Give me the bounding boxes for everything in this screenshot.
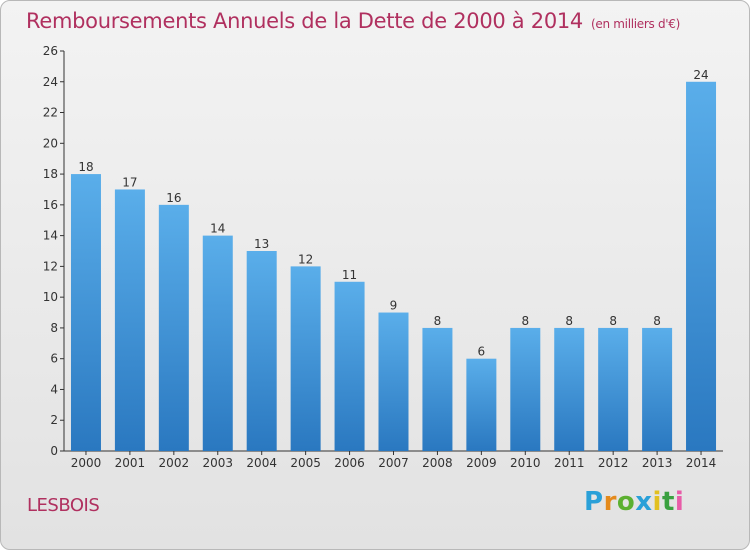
value-label-2007: 9 (390, 299, 398, 313)
x-tick-label-2008: 2008 (422, 456, 453, 470)
logo-letter: t (661, 487, 675, 517)
x-tick-label-2014: 2014 (686, 456, 717, 470)
bar-2010 (510, 327, 541, 451)
logo-letter: x (635, 487, 653, 517)
value-label-2003: 14 (210, 222, 225, 236)
value-label-2008: 8 (434, 314, 442, 328)
y-tick-label-0: 0 (50, 444, 58, 458)
chart-title: Remboursements Annuels de la Dette de 20… (26, 9, 680, 33)
bar-2006 (334, 281, 365, 451)
y-tick-label-10: 10 (43, 290, 58, 304)
x-tick-label-2007: 2007 (378, 456, 409, 470)
y-tick-label-2: 2 (50, 413, 58, 427)
value-label-2004: 13 (254, 237, 269, 251)
proxiti-logo: Proxiti (584, 487, 684, 517)
x-tick-label-2005: 2005 (290, 456, 321, 470)
logo-letter: r (603, 487, 617, 517)
y-tick-label-12: 12 (43, 259, 58, 273)
value-label-2000: 18 (78, 160, 93, 174)
x-tick-label-2011: 2011 (554, 456, 585, 470)
y-tick-label-20: 20 (43, 136, 58, 150)
value-label-2014: 24 (693, 68, 708, 82)
y-tick-label-18: 18 (43, 167, 58, 181)
bar-2007 (378, 312, 409, 451)
x-tick-label-2004: 2004 (246, 456, 277, 470)
y-tick-label-26: 26 (43, 44, 58, 58)
chart-title-text: Remboursements Annuels de la Dette de 20… (26, 9, 583, 33)
value-label-2006: 11 (342, 268, 357, 282)
y-tick-label-24: 24 (43, 75, 58, 89)
commune-name: LESBOIS (27, 495, 100, 516)
y-tick-label-8: 8 (50, 321, 58, 335)
bar-2012 (598, 327, 629, 451)
y-tick-label-22: 22 (43, 106, 58, 120)
value-label-2013: 8 (653, 314, 661, 328)
x-tick-label-2000: 2000 (71, 456, 102, 470)
bar-2008 (422, 327, 453, 451)
value-label-2005: 12 (298, 252, 313, 266)
bar-2001 (114, 189, 145, 451)
bar-2009 (466, 358, 497, 451)
value-label-2001: 17 (122, 175, 137, 189)
logo-letter: i (652, 487, 662, 517)
x-tick-label-2001: 2001 (115, 456, 146, 470)
logo-letter: o (616, 487, 636, 517)
bar-2000 (70, 174, 101, 452)
bar-2002 (158, 204, 189, 451)
y-tick-label-14: 14 (43, 229, 58, 243)
value-label-2009: 6 (478, 345, 486, 359)
y-tick-label-4: 4 (50, 382, 58, 396)
bar-2014 (686, 81, 717, 452)
y-tick-label-6: 6 (50, 352, 58, 366)
value-label-2010: 8 (521, 314, 529, 328)
x-tick-label-2002: 2002 (159, 456, 190, 470)
value-label-2012: 8 (609, 314, 617, 328)
bar-2013 (642, 327, 673, 451)
x-tick-label-2006: 2006 (334, 456, 365, 470)
x-tick-label-2010: 2010 (510, 456, 541, 470)
bar-2005 (290, 266, 321, 451)
y-tick-label-16: 16 (43, 198, 58, 212)
x-tick-label-2009: 2009 (466, 456, 497, 470)
x-tick-label-2012: 2012 (598, 456, 629, 470)
x-tick-label-2003: 2003 (202, 456, 233, 470)
chart-subtitle: (en milliers d'€) (591, 17, 681, 31)
bar-2003 (202, 235, 233, 451)
logo-letter: i (674, 487, 685, 517)
x-tick-label-2013: 2013 (642, 456, 673, 470)
value-label-2002: 16 (166, 191, 181, 205)
value-label-2011: 8 (565, 314, 573, 328)
bar-2011 (554, 327, 585, 451)
logo-letter: P (584, 487, 604, 517)
bar-2004 (246, 251, 277, 451)
